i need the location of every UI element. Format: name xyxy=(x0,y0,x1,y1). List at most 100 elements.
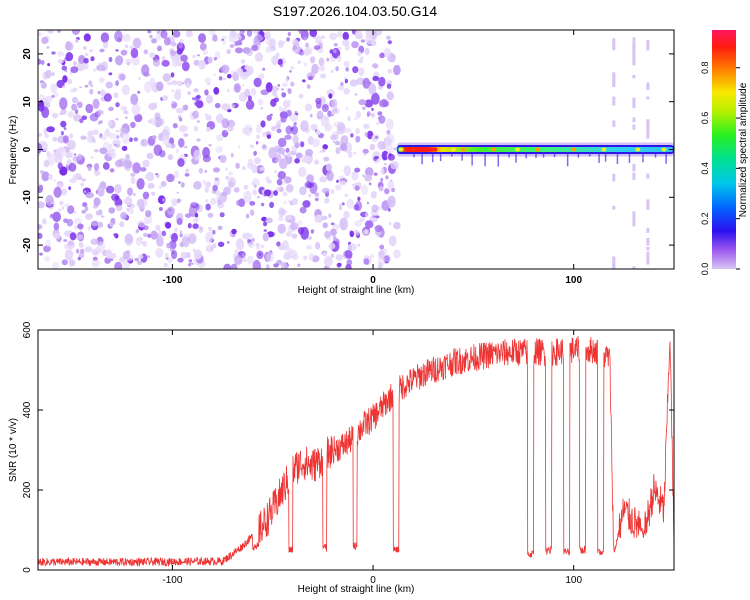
noise-blob xyxy=(300,226,309,240)
noise-blob xyxy=(222,77,227,81)
noise-blob xyxy=(249,209,255,216)
noise-blob xyxy=(143,49,149,55)
noise-streak xyxy=(632,211,636,215)
noise-blob xyxy=(325,163,333,172)
noise-blob xyxy=(98,120,103,124)
noise-blob xyxy=(287,31,291,37)
noise-blob xyxy=(180,54,188,62)
noise-blob xyxy=(152,59,161,67)
colorbar-tick-label: 0.4 xyxy=(700,162,710,175)
noise-blob xyxy=(370,191,377,199)
noise-blob xyxy=(82,63,89,70)
noise-blob xyxy=(115,143,121,148)
noise-blob xyxy=(122,261,131,269)
noise-blob xyxy=(276,128,282,134)
noise-blob xyxy=(371,92,380,105)
noise-blob xyxy=(122,33,131,42)
noise-blob xyxy=(339,180,347,186)
noise-blob xyxy=(72,87,78,93)
noise-blob xyxy=(130,47,139,59)
noise-blob xyxy=(98,110,104,115)
noise-blob xyxy=(383,254,391,263)
noise-blob xyxy=(171,100,176,105)
noise-blob xyxy=(192,110,199,119)
noise-blob xyxy=(85,103,94,114)
noise-blob xyxy=(136,178,145,190)
noise-blob xyxy=(330,228,337,237)
noise-blob xyxy=(115,204,123,212)
noise-blob xyxy=(389,179,393,182)
noise-blob xyxy=(103,93,112,102)
noise-blob xyxy=(337,257,342,262)
noise-blob xyxy=(120,49,128,56)
noise-blob xyxy=(168,208,172,212)
noise-blob xyxy=(292,134,299,145)
noise-blob xyxy=(61,65,68,71)
signal-spur xyxy=(451,152,453,157)
noise-blob xyxy=(193,249,203,260)
noise-blob xyxy=(320,35,325,40)
noise-blob xyxy=(350,133,354,138)
signal-spur xyxy=(566,152,569,167)
noise-blob xyxy=(295,152,303,159)
noise-blob xyxy=(115,118,119,121)
noise-streak xyxy=(646,237,650,246)
noise-blob xyxy=(378,115,386,124)
noise-blob xyxy=(337,46,342,50)
noise-blob xyxy=(52,211,61,223)
noise-blob xyxy=(85,188,89,192)
noise-blob xyxy=(148,102,158,111)
noise-blob xyxy=(108,106,114,112)
noise-blob xyxy=(364,132,368,137)
signal-spot xyxy=(460,147,466,152)
noise-blob xyxy=(216,134,224,142)
noise-blob xyxy=(293,122,297,126)
noise-streak xyxy=(646,247,650,251)
noise-blob xyxy=(242,232,251,240)
noise-blob xyxy=(223,263,232,269)
noise-blob xyxy=(155,81,164,92)
noise-blob xyxy=(247,158,254,167)
noise-blob xyxy=(167,154,174,161)
noise-blob xyxy=(294,158,300,164)
noise-blob xyxy=(386,129,391,135)
noise-blob xyxy=(38,94,45,101)
noise-blob xyxy=(142,159,150,168)
noise-blob xyxy=(40,82,44,86)
noise-blob xyxy=(60,131,64,136)
noise-blob xyxy=(308,253,315,261)
noise-blob xyxy=(71,96,79,104)
noise-blob xyxy=(159,150,166,158)
noise-blob xyxy=(102,162,110,170)
noise-blob xyxy=(77,256,81,261)
noise-blob xyxy=(241,166,246,171)
noise-blob xyxy=(115,159,124,168)
noise-blob xyxy=(169,240,177,250)
noise-blob xyxy=(105,249,113,259)
noise-blob xyxy=(315,241,321,250)
noise-blob xyxy=(384,138,390,145)
noise-streak xyxy=(612,205,616,210)
noise-blob xyxy=(225,175,229,180)
noise-blob xyxy=(379,244,385,250)
noise-blob xyxy=(150,191,156,196)
noise-blob xyxy=(161,134,170,145)
noise-blob xyxy=(355,30,362,39)
noise-streak xyxy=(632,53,636,66)
noise-blob xyxy=(90,56,95,62)
noise-blob xyxy=(170,80,178,86)
noise-blob xyxy=(219,212,225,218)
noise-blob xyxy=(279,64,284,68)
noise-blob xyxy=(241,59,246,64)
noise-blob xyxy=(115,102,120,108)
noise-blob xyxy=(251,44,259,52)
noise-blob xyxy=(194,212,199,218)
noise-blob xyxy=(155,248,164,258)
noise-blob xyxy=(236,199,241,206)
noise-blob xyxy=(198,167,204,174)
noise-blob xyxy=(78,242,84,248)
noise-blob xyxy=(116,135,120,139)
noise-blob xyxy=(306,174,314,184)
noise-blob xyxy=(121,132,131,145)
noise-blob xyxy=(291,198,298,205)
